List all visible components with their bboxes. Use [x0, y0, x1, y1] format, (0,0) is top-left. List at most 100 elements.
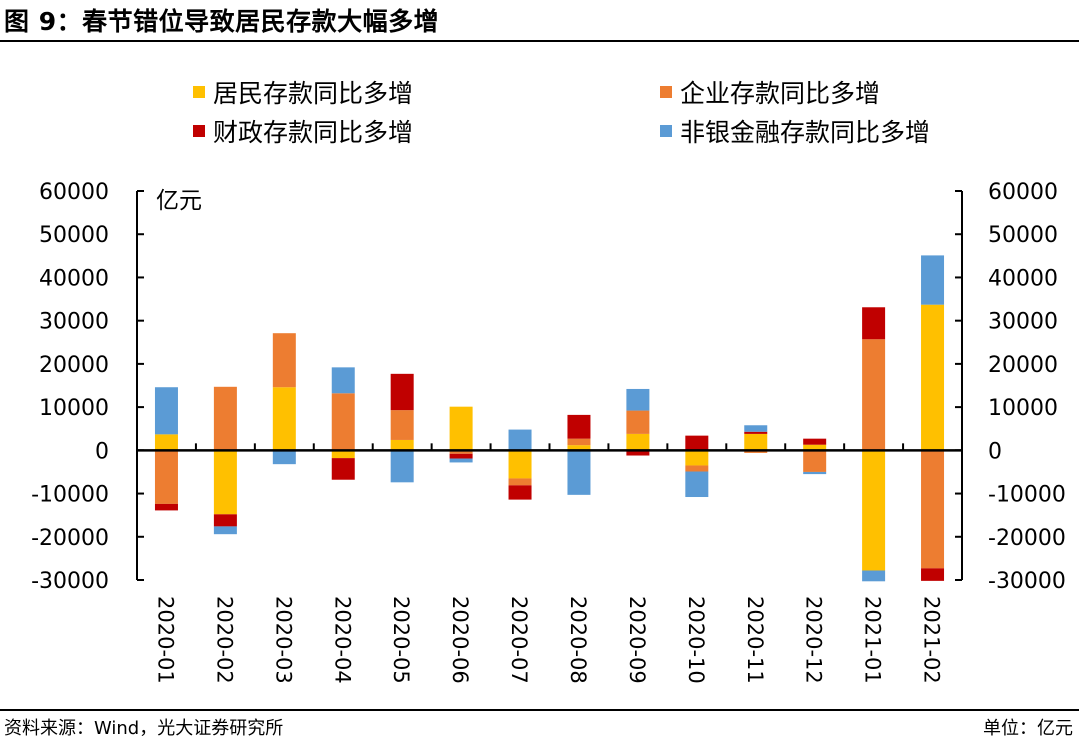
- bar-segment-2020-09-s3: [626, 388, 650, 411]
- y-axis-unit-label: 亿元: [156, 188, 202, 214]
- bar-segment-2020-01-s2: [154, 503, 178, 511]
- bar-segment-2020-04-s1: [331, 393, 355, 451]
- bar-segment-2020-12-s0: [803, 444, 827, 451]
- bar-segment-2020-10-s3: [685, 471, 709, 498]
- x-tick-label: 2020-01: [153, 596, 177, 684]
- bar-segment-2020-05-s3: [390, 450, 414, 483]
- footer-divider: [0, 709, 1079, 711]
- bar-segment-2020-03-s0: [272, 387, 296, 451]
- bar-segment-2021-01-s1: [862, 339, 886, 451]
- legend-label-nonbank: 非银金融存款同比多增: [680, 118, 931, 147]
- bar-segment-2020-12-s2: [803, 438, 827, 445]
- y-tick-label-right: 50000: [988, 223, 1058, 248]
- bar-segment-2020-11-s1: [744, 450, 768, 453]
- bar-segment-2020-02-s3: [213, 526, 237, 535]
- bar-segment-2020-07-s3: [508, 429, 532, 451]
- bar-segment-2020-02-s1: [213, 386, 237, 451]
- bar-segment-2020-06-s2: [449, 453, 473, 459]
- y-tick-label-left: 50000: [39, 223, 109, 248]
- bar-segment-2021-01-s3: [862, 570, 886, 582]
- unit-note: 单位：亿元: [983, 718, 1073, 739]
- bar-segment-2020-07-s2: [508, 485, 532, 500]
- title-divider: [0, 40, 1079, 42]
- y-tick-label-right: -20000: [988, 526, 1066, 551]
- bar-segment-2020-04-s2: [331, 458, 355, 480]
- x-tick-label: 2020-09: [625, 596, 649, 684]
- y-tick-label-left: 0: [95, 439, 109, 464]
- bar-segment-2020-05-s1: [390, 410, 414, 440]
- x-tick-label: 2020-10: [684, 596, 708, 684]
- bars-layer: [154, 255, 945, 582]
- bar-segment-2021-01-s0: [862, 450, 886, 571]
- y-tick-label-left: 40000: [39, 266, 109, 291]
- bar-segment-2020-08-s3: [567, 450, 591, 495]
- legend-swatch-resident: [193, 86, 205, 98]
- bar-segment-2020-05-s0: [390, 439, 414, 451]
- bar-segment-2020-04-s3: [331, 367, 355, 394]
- bar-segment-2020-07-s0: [508, 450, 532, 479]
- bar-segment-2020-06-s3: [449, 458, 473, 463]
- x-tick-label: 2020-04: [330, 596, 354, 684]
- bar-segment-2020-05-s2: [390, 373, 414, 411]
- bar-segment-2020-07-s1: [508, 478, 532, 486]
- bar-segment-2021-01-s2: [862, 307, 886, 340]
- legend-label-resident: 居民存款同比多增: [213, 79, 414, 108]
- y-tick-label-right: -10000: [988, 483, 1066, 508]
- legend-label-enterprise: 企业存款同比多增: [680, 79, 881, 108]
- legend-label-fiscal: 财政存款同比多增: [213, 118, 414, 147]
- bar-segment-2020-06-s1: [449, 450, 473, 454]
- bar-segment-2021-02-s1: [921, 450, 945, 569]
- bar-segment-2020-09-s2: [626, 450, 650, 456]
- bar-segment-2020-01-s3: [154, 387, 178, 435]
- y-tick-label-right: -30000: [988, 569, 1066, 594]
- x-tick-label: 2020-12: [802, 596, 826, 684]
- y-tick-label-left: 60000: [39, 180, 109, 205]
- bar-segment-2020-08-s2: [567, 414, 591, 439]
- x-tick-label: 2020-07: [507, 596, 531, 684]
- bar-segment-2020-02-s2: [213, 514, 237, 527]
- bar-segment-2021-02-s2: [921, 568, 945, 581]
- axes-layer: 2020-01 2020-02 2020-03 2020-04 2020-05 2020-…: [31, 180, 1066, 684]
- y-tick-label-right: 60000: [988, 180, 1058, 205]
- x-tick-label: 2020-02: [212, 596, 236, 684]
- legend-swatch-nonbank: [660, 125, 672, 137]
- x-tick-label: 2020-08: [566, 596, 590, 684]
- legend-item-enterprise: 企业存款同比多增: [660, 74, 880, 110]
- legend-swatch-fiscal: [193, 125, 205, 137]
- x-tick-label: 2020-11: [743, 596, 767, 684]
- bar-segment-2020-06-s0: [449, 406, 473, 451]
- legend-item-fiscal: 财政存款同比多增: [193, 113, 413, 149]
- legend-item-resident: 居民存款同比多增: [193, 74, 413, 110]
- y-tick-label-left: 20000: [39, 353, 109, 378]
- bar-segment-2020-11-s2: [744, 431, 768, 434]
- y-tick-label-left: -30000: [31, 569, 109, 594]
- bar-segment-2020-11-s3: [744, 425, 768, 432]
- y-tick-label-left: -10000: [31, 483, 109, 508]
- bar-segment-2020-01-s1: [154, 450, 178, 504]
- bar-segment-2020-04-s0: [331, 450, 355, 459]
- y-tick-label-left: 30000: [39, 310, 109, 335]
- legend-swatch-enterprise: [660, 86, 672, 98]
- bar-segment-2020-12-s3: [803, 471, 827, 475]
- x-tick-label: 2021-02: [920, 596, 944, 684]
- chart-title: 图 9：春节错位导致居民存款大幅多增: [4, 7, 440, 36]
- y-tick-label-left: 10000: [39, 396, 109, 421]
- x-tick-label: 2021-01: [861, 596, 885, 684]
- bar-segment-2020-11-s0: [744, 433, 768, 451]
- y-tick-label-right: 20000: [988, 353, 1058, 378]
- y-tick-label-right: 40000: [988, 266, 1058, 291]
- bar-segment-2020-10-s2: [685, 435, 709, 451]
- bar-segment-2020-08-s0: [567, 445, 591, 451]
- bar-segment-2020-03-s3: [272, 450, 296, 465]
- bar-segment-2020-10-s1: [685, 465, 709, 472]
- bar-segment-2020-02-s0: [213, 450, 237, 515]
- y-tick-label-right: 30000: [988, 310, 1058, 335]
- x-tick-label: 2020-03: [271, 596, 295, 684]
- bar-segment-2020-01-s0: [154, 434, 178, 451]
- source-note: 资料来源：Wind，光大证券研究所: [4, 718, 284, 739]
- y-tick-label-right: 0: [988, 439, 1002, 464]
- y-tick-label-left: -20000: [31, 526, 109, 551]
- bar-segment-2020-09-s0: [626, 433, 650, 451]
- bar-segment-2021-02-s3: [921, 255, 945, 305]
